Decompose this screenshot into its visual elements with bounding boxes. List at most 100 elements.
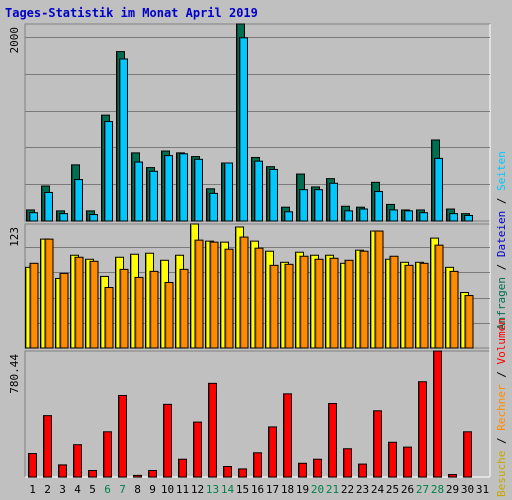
bar-volumen [403,446,412,478]
bar-dateien [434,157,443,222]
day-label: 1 [29,483,36,496]
bar-rechner [359,250,369,349]
day-label: 16 [251,483,264,496]
bar-dateien [419,212,428,222]
bar-rechner [74,256,84,349]
bar-dateien [284,211,293,222]
bar-volumen [283,393,292,478]
bar-dateien [29,212,38,222]
bar-rechner [29,262,39,349]
bar-rechner [374,230,384,349]
bar-rechner [344,259,354,349]
day-label: 4 [74,483,81,496]
bar-rechner [284,263,294,349]
day-label: 11 [176,483,189,496]
bar-volumen [178,458,187,478]
bar-rechner [269,264,279,349]
day-label: 23 [356,483,369,496]
bar-volumen [163,403,172,478]
bar-dateien [104,121,113,222]
bar-volumen [238,468,247,478]
bar-volumen [358,463,367,478]
bar-volumen [373,410,382,478]
bar-dateien [134,161,143,222]
bar-volumen [43,415,52,478]
bar-rechner [404,264,414,349]
bar-rechner [389,255,399,349]
day-label: 30 [461,483,474,496]
bar-volumen [208,382,217,478]
bar-volumen [118,394,127,478]
day-label: 8 [134,483,141,496]
bar-volumen [133,474,142,478]
bar-rechner [179,268,189,349]
bar-dateien [404,210,413,222]
legend-visits-volume: Besuche / Rechner / Volumen [495,318,508,497]
day-label: 29 [446,483,459,496]
bar-volumen [313,458,322,478]
day-label: 12 [191,483,204,496]
day-label: 22 [341,483,354,496]
bar-dateien [449,213,458,222]
day-label: 9 [149,483,156,496]
day-label: 28 [431,483,444,496]
bar-rechner [419,262,429,349]
bar-volumen [343,448,352,478]
bar-volumen [328,403,337,478]
bar-rechner [149,270,159,349]
day-label: 31 [476,483,489,496]
bar-volumen [298,462,307,478]
bar-volumen [268,426,277,478]
day-label: 13 [206,483,219,496]
bar-rechner [209,241,219,349]
bar-dateien [224,162,233,222]
bar-rechner [254,247,264,349]
bar-rechner [44,238,54,349]
bar-dateien [329,182,338,222]
day-label: 7 [119,483,126,496]
day-label: 27 [416,483,429,496]
day-label: 6 [104,483,111,496]
day-label: 10 [161,483,174,496]
legend-hits: Anfragen / Dateien / Seiten [495,151,508,330]
bar-volumen [223,466,232,478]
day-label: 17 [266,483,279,496]
bar-rechner [164,281,174,349]
day-label: 24 [371,483,385,496]
bar-dateien [89,214,98,222]
day-label: 15 [236,483,249,496]
bar-dateien [344,210,353,222]
bar-rechner [314,258,324,349]
max-label-hits: 2000 [8,27,21,54]
bar-volumen [463,431,472,478]
bar-rechner [329,257,339,349]
bar-volumen [253,452,262,478]
bar-dateien [254,160,263,222]
bar-dateien [389,209,398,222]
bar-rechner [119,268,129,349]
bar-dateien [44,191,53,222]
bar-dateien [194,158,203,222]
bar-volumen [148,470,157,478]
day-label: 26 [401,483,414,496]
day-label: 5 [89,483,96,496]
bar-rechner [59,272,69,349]
bar-rechner [449,270,459,349]
bar-volumen [73,444,82,478]
day-label: 19 [296,483,309,496]
bar-rechner [239,236,249,349]
day-label: 21 [326,483,339,496]
bar-dateien [239,37,248,222]
bar-volumen [418,381,427,478]
bar-dateien [179,153,188,222]
bar-dateien [269,168,278,222]
bar-volumen [193,421,202,478]
bar-dateien [359,208,368,222]
bar-rechner [104,287,114,349]
bar-volumen [58,464,67,478]
bar-volumen [433,350,442,478]
bar-dateien [299,189,308,222]
bar-volumen [388,441,397,478]
bar-rechner [89,260,99,349]
